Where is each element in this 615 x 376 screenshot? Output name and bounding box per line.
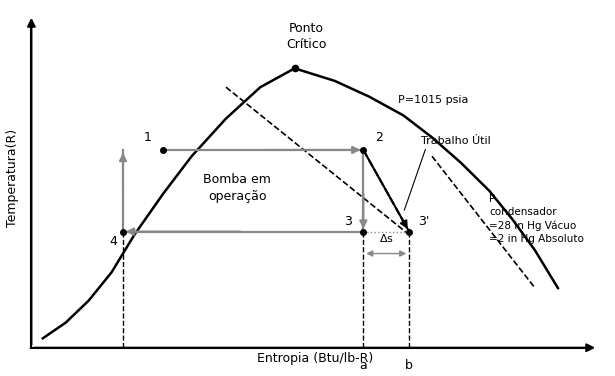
Text: Trabalho Útil: Trabalho Útil [421,135,490,146]
Text: Bomba em
operação: Bomba em operação [204,173,271,203]
Text: 3: 3 [344,215,352,229]
Text: P
condensador
=28 in Hg Vácuo
=2 in Hg Absoluto: P condensador =28 in Hg Vácuo =2 in Hg A… [490,194,584,244]
Text: Ponto
Crítico: Ponto Crítico [286,22,327,51]
Text: b: b [405,359,413,372]
Y-axis label: Temperatura(R): Temperatura(R) [6,129,18,227]
Text: 1: 1 [144,131,151,144]
Text: 3': 3' [418,215,429,229]
Text: a: a [360,359,367,372]
Text: P=1015 psia: P=1015 psia [398,95,468,105]
Text: 2: 2 [375,131,383,144]
Text: $\Delta$s: $\Delta$s [379,232,394,244]
Text: 4: 4 [109,235,117,248]
X-axis label: Entropia (Btu/lb-R): Entropia (Btu/lb-R) [256,352,373,365]
